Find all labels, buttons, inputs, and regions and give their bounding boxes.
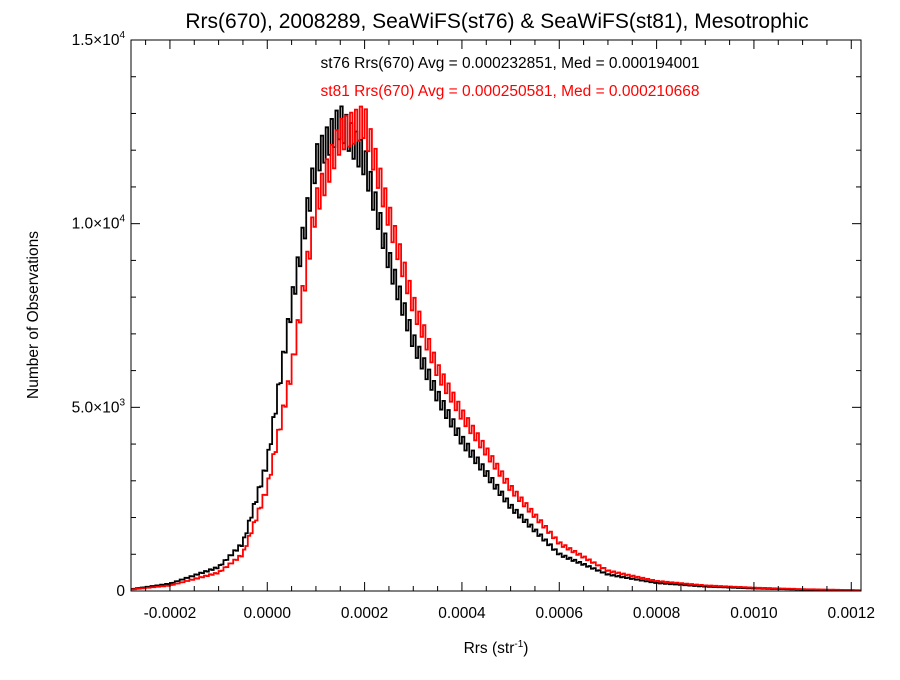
x-axis-label-main: Rrs (str	[464, 640, 515, 657]
x-tick-label: 0.0004	[438, 605, 486, 622]
annotation-st76: st76 Rrs(670) Avg = 0.000232851, Med = 0…	[321, 55, 700, 72]
x-tick-label: 0.0010	[730, 605, 778, 622]
x-axis-label-superscript: -1	[514, 639, 523, 650]
y-tick-label: 5.0×103	[72, 397, 126, 416]
x-axis-label: Rrs (str-1)	[464, 639, 529, 657]
y-tick-label: 0	[116, 583, 125, 600]
series-layer	[131, 105, 861, 592]
annotation-st81: st81 Rrs(670) Avg = 0.000250581, Med = 0…	[321, 83, 700, 100]
x-tick-label: 0.0006	[536, 605, 583, 622]
histogram-series-st76	[131, 105, 861, 592]
histogram-series-st81	[131, 105, 861, 592]
y-tick-label: 1.5×104	[72, 30, 126, 49]
x-tick-label: 0.0012	[828, 605, 875, 622]
ticks-layer	[131, 39, 861, 592]
x-tick-label: 0.0000	[244, 605, 292, 622]
y-axis-label: Number of Observations	[25, 231, 42, 399]
x-axis-label-close: )	[523, 640, 528, 657]
x-tick-label: -0.0002	[144, 605, 197, 622]
x-tick-label: 0.0002	[341, 605, 388, 622]
tick-labels-layer: -0.0002 0.0000 0.0002 0.0004 0.0006 0.0008 0.0…	[72, 30, 875, 622]
x-tick-label: 0.0008	[633, 605, 680, 622]
plot-frame	[130, 39, 862, 592]
y-tick-label: 1.0×104	[72, 214, 126, 233]
chart-title: Rrs(670), 2008289, SeaWiFS(st76) & SeaWi…	[185, 10, 808, 33]
